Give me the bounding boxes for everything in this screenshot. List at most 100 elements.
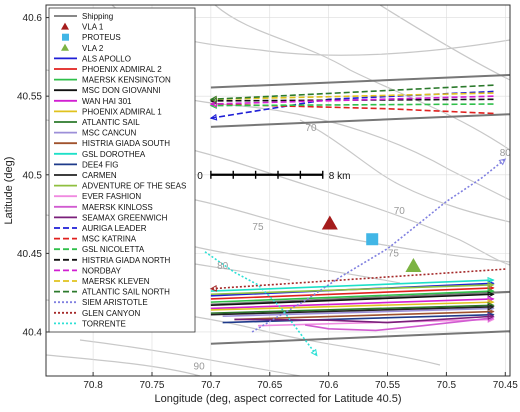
track-phoenix-admiral-1	[210, 301, 494, 311]
y-axis-title: Latitude (deg)	[3, 157, 15, 225]
legend-item-msc-katrina: MSC KATRINA	[54, 235, 137, 244]
legend-item-atlantic-sail-north: ATLANTIC SAIL NORTH	[54, 288, 170, 297]
legend-item-carmen: CARMEN	[54, 171, 117, 180]
legend-label: AURIGA LEADER	[82, 224, 147, 233]
contour-line	[379, 4, 511, 81]
track-wan-hai-301	[210, 298, 494, 310]
contour-label: 70	[305, 123, 317, 134]
x-tick-label: 70.75	[139, 380, 164, 391]
legend-item-shipping: Shipping	[54, 12, 113, 21]
x-tick-label: 70.7	[201, 380, 221, 391]
legend-item-histria-giada-north: HISTRIA GIADA NORTH	[54, 256, 171, 265]
legend-item-wan-hai-301: WAN HAI 301	[54, 97, 132, 106]
track-arrow-seamax-greenwich	[487, 313, 495, 321]
legend-label: GSL DOROTHEA	[82, 150, 146, 159]
track-histria-giada-north	[210, 98, 494, 102]
marker-proteus	[366, 233, 379, 246]
legend-item-torrente: TORRENTE	[54, 319, 126, 328]
y-tick-label: 40.45	[17, 249, 42, 260]
shipping-lane	[210, 290, 511, 306]
x-tick-label: 70.6	[319, 380, 339, 391]
legend-item-nordbay: NORDBAY	[54, 266, 122, 275]
track-maersk-kensington	[210, 290, 494, 303]
legend-item-msc-don-giovanni: MSC DON GIOVANNI	[54, 86, 161, 95]
scale-bar-start-label: 0	[197, 171, 203, 182]
contour-line	[299, 119, 511, 223]
track-arrow-torrente	[310, 348, 318, 357]
legend-label: ADVENTURE OF THE SEAS	[82, 182, 186, 191]
track-gsl-dorothea	[210, 279, 494, 292]
track-arrow-carmen	[487, 303, 495, 311]
shipping-lane	[210, 113, 511, 128]
track-atlantic-sail	[210, 304, 494, 314]
track-arrow-nordbay	[209, 100, 217, 108]
shipping-lane-lines	[210, 73, 511, 345]
contour-label: 90	[194, 362, 206, 373]
track-nordbay	[210, 95, 494, 105]
track-arrow-siem-aristotle	[498, 158, 507, 166]
track-torrente	[204, 251, 318, 357]
track-siem-aristotle	[251, 158, 506, 333]
y-tick-label: 40.55	[17, 92, 42, 103]
legend-label: Shipping	[82, 12, 113, 21]
legend-item-maersk-kinloss: MAERSK KINLOSS	[54, 203, 153, 212]
track-seamax-greenwich	[234, 315, 494, 324]
legend-item-maersk-kensington: MAERSK KENSINGTON	[54, 76, 171, 85]
track-arrow-atlantic-sail-north	[209, 95, 217, 103]
legend-label: ALS APOLLO	[82, 54, 131, 63]
track-msc-don-giovanni	[210, 293, 494, 307]
legend-item-glen-canyon: GLEN CANYON	[54, 309, 140, 318]
contour-label: 80	[217, 261, 229, 272]
x-tick-label: 70.55	[375, 380, 400, 391]
legend-label: DEE4 FIG	[82, 160, 118, 169]
track-arrow-adventure-of-the-seas	[487, 281, 495, 289]
contour-line	[214, 4, 511, 151]
contour-labels: 70 70 75 80 75 90 80	[194, 123, 512, 373]
contour-line	[45, 354, 201, 377]
legend-item-adventure-of-the-seas: ADVENTURE OF THE SEAS	[54, 182, 186, 191]
legend-swatch	[62, 33, 69, 41]
markers	[321, 215, 422, 272]
track-carmen	[210, 306, 494, 316]
legend-label: MSC CANCUN	[82, 129, 136, 138]
legend-item-phoenix-admiral-2: PHOENIX ADMIRAL 2	[54, 65, 162, 74]
legend-label: NORDBAY	[82, 266, 122, 275]
legend-label: MAERSK KINLOSS	[82, 203, 153, 212]
legend-label: MSC DON GIOVANNI	[82, 86, 161, 95]
legend-label: MAERSK KLEVEN	[82, 277, 150, 286]
track-msc-katrina	[210, 103, 494, 115]
ship-tracks	[204, 84, 507, 357]
track-phoenix-admiral-2	[210, 287, 494, 300]
contour-line	[169, 194, 511, 263]
legend-label: PHOENIX ADMIRAL 2	[82, 65, 162, 74]
axes: 70.8 70.75 70.7 70.65 70.6 70.55 70.5 70.45 40.4…	[3, 4, 518, 405]
scale-bar: 0 8 km	[197, 170, 351, 182]
legend-label: VLA 1	[82, 23, 104, 32]
legend-item-dee4-fig: DEE4 FIG	[54, 160, 118, 169]
x-tick-label: 70.5	[437, 380, 457, 391]
track-atlantic-sail-north	[210, 84, 494, 101]
legend-label: MSC KATRINA	[82, 235, 137, 244]
track-arrow-phoenix-admiral-1	[487, 298, 495, 306]
x-tick-label: 70.65	[257, 380, 282, 391]
track-dee4-fig	[222, 313, 494, 324]
legend-item-maersk-kleven: MAERSK KLEVEN	[54, 277, 150, 286]
y-tick-label: 40.5	[23, 170, 43, 181]
legend-label: MAERSK KENSINGTON	[82, 76, 171, 85]
legend-label: EVER FASHION	[82, 192, 141, 201]
track-arrow-auriga-leader	[209, 113, 218, 121]
legend-item-atlantic-sail: ATLANTIC SAIL	[54, 118, 140, 127]
plot-frame	[45, 4, 511, 377]
scale-bar-end-label: 8 km	[329, 171, 351, 182]
track-auriga-leader	[210, 90, 494, 119]
legend-label: GSL NICOLETTA	[82, 245, 145, 254]
legend-label: SEAMAX GREENWICH	[82, 213, 168, 222]
legend-item-gsl-dorothea: GSL DOROTHEA	[54, 150, 146, 159]
legend-label: HISTRIA GIADA NORTH	[82, 256, 171, 265]
legend-swatch	[61, 43, 69, 51]
shipping-lane	[210, 330, 511, 345]
contour-label: 80	[500, 148, 512, 159]
legend-label: ATLANTIC SAIL	[82, 118, 140, 127]
contour-label: 75	[388, 249, 400, 260]
